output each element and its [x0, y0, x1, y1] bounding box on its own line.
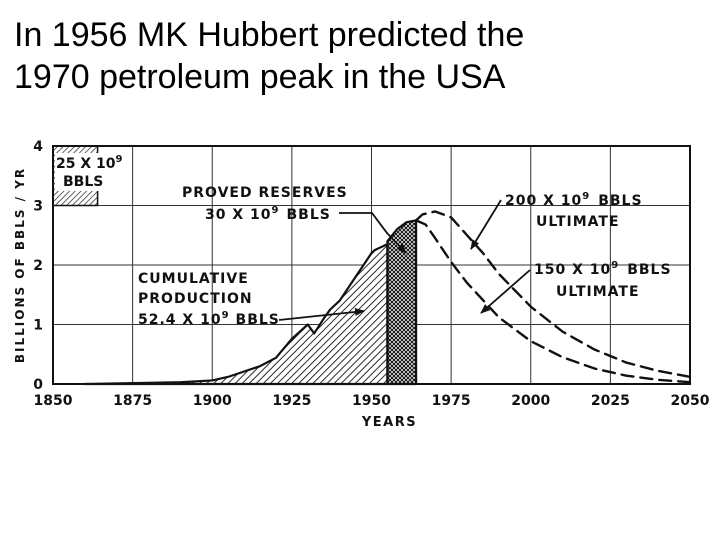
- x-tick-labels: 1850 1875 1900 1925 1950 1975 2000 2025 2050: [34, 393, 710, 409]
- ult150-value: 150 X 109 BBLS: [534, 260, 672, 278]
- series-0-area: [83, 243, 389, 386]
- cumulative-line-2: PRODUCTION: [138, 291, 253, 307]
- plot-frame: [52, 145, 691, 385]
- proved-label: PROVED RESERVES: [182, 185, 348, 201]
- y-tick-label: 3: [33, 199, 43, 215]
- y-tick-label: 2: [33, 258, 43, 274]
- ult150-word: ULTIMATE: [556, 284, 640, 300]
- box-25-value: 25 X 109: [56, 154, 123, 172]
- ult200-value: 200 X 109 BBLS: [505, 191, 643, 209]
- x-tick-label: 1900: [193, 393, 232, 409]
- x-tick-label: 1950: [352, 393, 391, 409]
- hubbert-chart: 25 X 109 BBLS 0 1 2 3 4 1850 1875 1900 1925 1950…: [13, 139, 710, 430]
- y-tick-label: 0: [33, 377, 43, 393]
- proved-arrow: [339, 212, 407, 254]
- title-line-2: 1970 petroleum peak in the USA: [14, 58, 506, 96]
- annotation-cumulative: CUMULATIVE PRODUCTION 52.4 X 109 BBLS: [138, 271, 365, 328]
- annotation-200-ultimate: 200 X 109 BBLS ULTIMATE: [470, 191, 643, 250]
- annotation-150-ultimate: 150 X 109 BBLS ULTIMATE: [480, 260, 672, 314]
- slide-title: In 1956 MK Hubbert predicted the 1970 pe…: [14, 14, 714, 98]
- x-tick-label: 1875: [113, 393, 152, 409]
- box-25-unit: BBLS: [63, 174, 103, 190]
- y-tick-label: 4: [33, 139, 43, 155]
- cumulative-arrow: [278, 307, 365, 321]
- y-axis-label: BILLIONS OF BBLS / YR: [13, 167, 27, 363]
- x-axis-label: YEARS: [361, 415, 417, 430]
- x-tick-label: 2025: [591, 393, 630, 409]
- series-2-dashed-curve: [414, 210, 692, 379]
- cumulative-value: 52.4 X 109 BBLS: [138, 310, 280, 328]
- y-tick-labels: 0 1 2 3 4: [33, 139, 43, 393]
- ult200-arrow: [470, 199, 502, 250]
- x-tick-label: 1925: [272, 393, 311, 409]
- series-3-dashed-curve: [414, 219, 692, 384]
- box-25-label: 25 X 109 BBLS: [55, 153, 131, 191]
- x-tick-label: 1850: [34, 393, 73, 409]
- x-tick-label: 1975: [432, 393, 471, 409]
- x-tick-label: 2000: [511, 393, 550, 409]
- cumulative-line-1: CUMULATIVE: [138, 271, 249, 287]
- proved-value: 30 X 109 BBLS: [205, 205, 331, 223]
- series-1-area: [386, 219, 418, 386]
- annotation-proved-reserves: PROVED RESERVES 30 X 109 BBLS: [182, 185, 407, 254]
- y-tick-label: 1: [33, 318, 43, 334]
- series-layer: [83, 210, 692, 386]
- ult150-arrow: [480, 269, 531, 314]
- title-line-1: In 1956 MK Hubbert predicted the: [14, 16, 525, 54]
- x-tick-label: 2050: [671, 393, 710, 409]
- ult200-word: ULTIMATE: [536, 214, 620, 230]
